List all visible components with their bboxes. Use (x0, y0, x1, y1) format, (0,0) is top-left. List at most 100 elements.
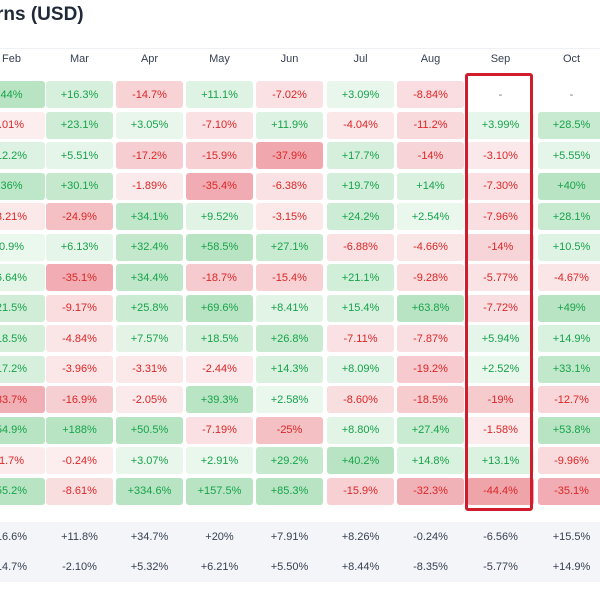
return-cell: +34.1% (116, 203, 183, 230)
return-cell: -4.67% (538, 264, 600, 291)
summary-cell: +7.91% (270, 531, 309, 543)
return-cell: -25% (256, 416, 323, 444)
return-cell: 54.9% (0, 416, 45, 444)
return-cell: +8.09% (327, 355, 394, 383)
return-cell: -18.7% (186, 264, 253, 291)
return-cell: -14.7% (116, 81, 183, 108)
return-cell: +32.4% (116, 233, 183, 261)
return-cell: +16.3% (46, 81, 113, 108)
return-cell: -12.7% (538, 386, 600, 413)
return-cell: +188% (46, 416, 113, 444)
return-cell: -7.19% (186, 416, 253, 444)
return-cell: 21.5% (0, 294, 45, 322)
return-cell: +3.09% (327, 81, 394, 108)
summary-cell: -8.35% (413, 561, 448, 573)
return-cell: -17.2% (116, 142, 183, 169)
return-cell: +40% (538, 172, 600, 200)
return-cell: -24.9% (46, 203, 113, 230)
return-cell: -3.10% (467, 142, 534, 169)
month-label-mar[interactable]: Mar (70, 53, 89, 65)
return-cell: -9.96% (538, 447, 600, 474)
return-cell: +5.55% (538, 142, 600, 169)
return-cell: -15.4% (256, 264, 323, 291)
summary-cell: 16.6% (0, 531, 28, 543)
return-cell: 6.64% (0, 264, 45, 291)
month-label-feb[interactable]: Feb (2, 53, 21, 65)
return-cell: +40.2% (327, 447, 394, 474)
summary-cell: +8.26% (341, 531, 380, 543)
return-cell: +28.1% (538, 203, 600, 230)
return-cell: +24.2% (327, 203, 394, 230)
return-cell: +9.52% (186, 203, 253, 230)
return-cell: 17.2% (0, 355, 45, 383)
return-cell: -44.4% (467, 477, 534, 505)
return-cell: -35.1% (538, 477, 600, 505)
summary-cell: +5.32% (130, 561, 169, 573)
return-cell: +14% (397, 172, 464, 200)
return-cell: +23.1% (46, 111, 113, 139)
return-cell: -8.84% (397, 81, 464, 108)
summary-cell: +5.50% (270, 561, 309, 573)
page-title: rns (USD) (0, 4, 84, 25)
return-cell: 44% (0, 81, 45, 108)
return-cell: +63.8% (397, 294, 464, 322)
return-cell: +5.51% (46, 142, 113, 169)
return-cell: +2.52% (467, 355, 534, 383)
return-cell: -3.15% (256, 203, 323, 230)
summary-cell: -0.24% (413, 531, 448, 543)
return-cell: -7.72% (467, 294, 534, 322)
month-label-may[interactable]: May (209, 53, 230, 65)
return-cell: -9.17% (46, 294, 113, 322)
return-cell: -4.04% (327, 111, 394, 139)
return-cell: -15.9% (186, 142, 253, 169)
return-cell: +10.5% (538, 233, 600, 261)
return-cell: +50.5% (116, 416, 183, 444)
return-cell: +8.41% (256, 294, 323, 322)
return-cell: +3.05% (116, 111, 183, 139)
return-cell: -16.9% (46, 386, 113, 413)
month-label-jun[interactable]: Jun (280, 53, 299, 65)
return-cell: 18.5% (0, 325, 45, 352)
month-label-sep[interactable]: Sep (490, 53, 511, 65)
return-cell: +14.3% (256, 355, 323, 383)
return-cell: +3.07% (116, 447, 183, 474)
return-cell: 12.2% (0, 142, 45, 169)
return-cell: -19.2% (397, 355, 464, 383)
summary-cell: +6.21% (200, 561, 239, 573)
return-cell: -7.87% (397, 325, 464, 352)
return-cell: +19.7% (327, 172, 394, 200)
return-cell: +58.5% (186, 233, 253, 261)
median-row (0, 552, 600, 582)
return-cell: -7.30% (467, 172, 534, 200)
month-label-aug[interactable]: Aug (420, 53, 441, 65)
summary-cell: -5.77% (483, 561, 518, 573)
return-cell: +157.5% (186, 477, 253, 505)
return-cell: -35.4% (186, 172, 253, 200)
summary-cell: -2.10% (62, 561, 97, 573)
return-cell: .01% (0, 111, 45, 139)
return-cell: -18.5% (397, 386, 464, 413)
return-cell: -6.38% (256, 172, 323, 200)
return-cell: +21.1% (327, 264, 394, 291)
return-cell: +53.8% (538, 416, 600, 444)
return-cell: +2.58% (256, 386, 323, 413)
return-cell: -6.88% (327, 233, 394, 261)
month-label-oct[interactable]: Oct (562, 53, 581, 65)
summary-cell: +14.9% (552, 561, 591, 573)
month-label-jul[interactable]: Jul (353, 53, 368, 65)
return-cell: +69.6% (186, 294, 253, 322)
return-cell: +14.8% (397, 447, 464, 474)
return-cell: +11.1% (186, 81, 253, 108)
return-cell: -7.10% (186, 111, 253, 139)
summary-cell: +20% (205, 531, 234, 543)
return-cell: -0.24% (46, 447, 113, 474)
summary-cell: +8.44% (341, 561, 380, 573)
return-cell: +34.4% (116, 264, 183, 291)
return-cell: +13.1% (467, 447, 534, 474)
return-cell: +5.94% (467, 325, 534, 352)
month-label-apr[interactable]: Apr (140, 53, 159, 65)
return-cell: -32.3% (397, 477, 464, 505)
return-cell: +33.1% (538, 355, 600, 383)
return-cell: 1.7% (0, 447, 45, 474)
